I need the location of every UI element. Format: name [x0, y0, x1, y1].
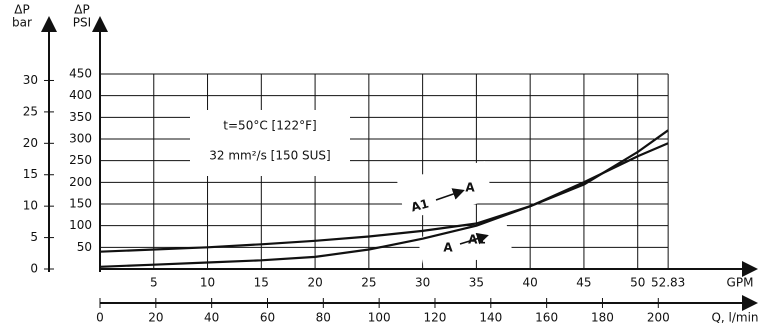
annotation: 32 mm²/s [150 SUS]	[209, 149, 330, 163]
line	[99, 142, 669, 268]
x-tick-label: 52.83	[651, 276, 685, 290]
x2-tick-label: 80	[316, 311, 331, 325]
y-tick-label: 100	[69, 218, 92, 232]
x-tick-label: 45	[576, 276, 591, 290]
x-tick-label: 20	[307, 276, 322, 290]
x-tick-label: 40	[523, 276, 538, 290]
x-label: GPM	[727, 276, 754, 290]
y-tick-label: 150	[69, 197, 92, 211]
y-tick-label: 50	[77, 240, 92, 254]
annotation-arrow	[435, 188, 465, 201]
y-tick-label: 300	[69, 132, 92, 146]
annotation: A	[443, 241, 453, 255]
annotation: A	[465, 181, 475, 195]
x2-tick-label: 140	[479, 311, 502, 325]
x2-tick-label: 100	[368, 311, 391, 325]
x2-tick-label: 180	[591, 311, 614, 325]
y2-tick-label: 0	[30, 262, 38, 276]
x2-tick-label: 0	[96, 311, 104, 325]
y2-tick-label: 10	[23, 199, 38, 213]
annotation: A1	[410, 196, 431, 214]
y2-tick-label: 25	[23, 104, 38, 118]
y-tick-label: 350	[69, 110, 92, 124]
y-tick-label: 450	[69, 67, 92, 81]
x-tick-label: 30	[415, 276, 430, 290]
y2-tick-label: 5	[30, 230, 38, 244]
annotation-box	[417, 219, 513, 271]
annotation-box	[396, 161, 494, 219]
y2-label: ΔP	[14, 3, 29, 17]
x2-tick-label: 120	[424, 311, 447, 325]
y2-tick-label: 15	[23, 167, 38, 181]
annotation: t=50°C [122°F]	[223, 119, 316, 133]
x2-tick-label: 160	[535, 311, 558, 325]
line	[99, 129, 669, 253]
x2-label: Q, l/min	[711, 311, 758, 325]
y-tick-label: 400	[69, 88, 92, 102]
grid	[100, 73, 669, 269]
x-tick-label: 5	[150, 276, 158, 290]
annotation-box	[190, 110, 350, 176]
x-tick-label: 25	[361, 276, 376, 290]
y-label: ΔP	[74, 3, 89, 17]
x2-tick-label: 60	[260, 311, 275, 325]
annotation: A1	[468, 233, 486, 247]
x2-tick-label: 40	[204, 311, 219, 325]
x2-tick-label: 200	[647, 311, 670, 325]
y2-tick-label: 20	[23, 136, 38, 150]
x-tick-label: 50	[630, 276, 645, 290]
y-tick-label: 200	[69, 175, 92, 189]
y-tick-label: 250	[69, 153, 92, 167]
x-tick-label: 15	[254, 276, 269, 290]
y2-tick-label: 30	[23, 73, 38, 87]
y2-label: bar	[12, 16, 32, 30]
y-label: PSI	[73, 16, 91, 30]
annotation-arrow	[459, 232, 489, 245]
x-tick-label: 35	[469, 276, 484, 290]
x2-tick-label: 20	[148, 311, 163, 325]
x-tick-label: 10	[200, 276, 215, 290]
